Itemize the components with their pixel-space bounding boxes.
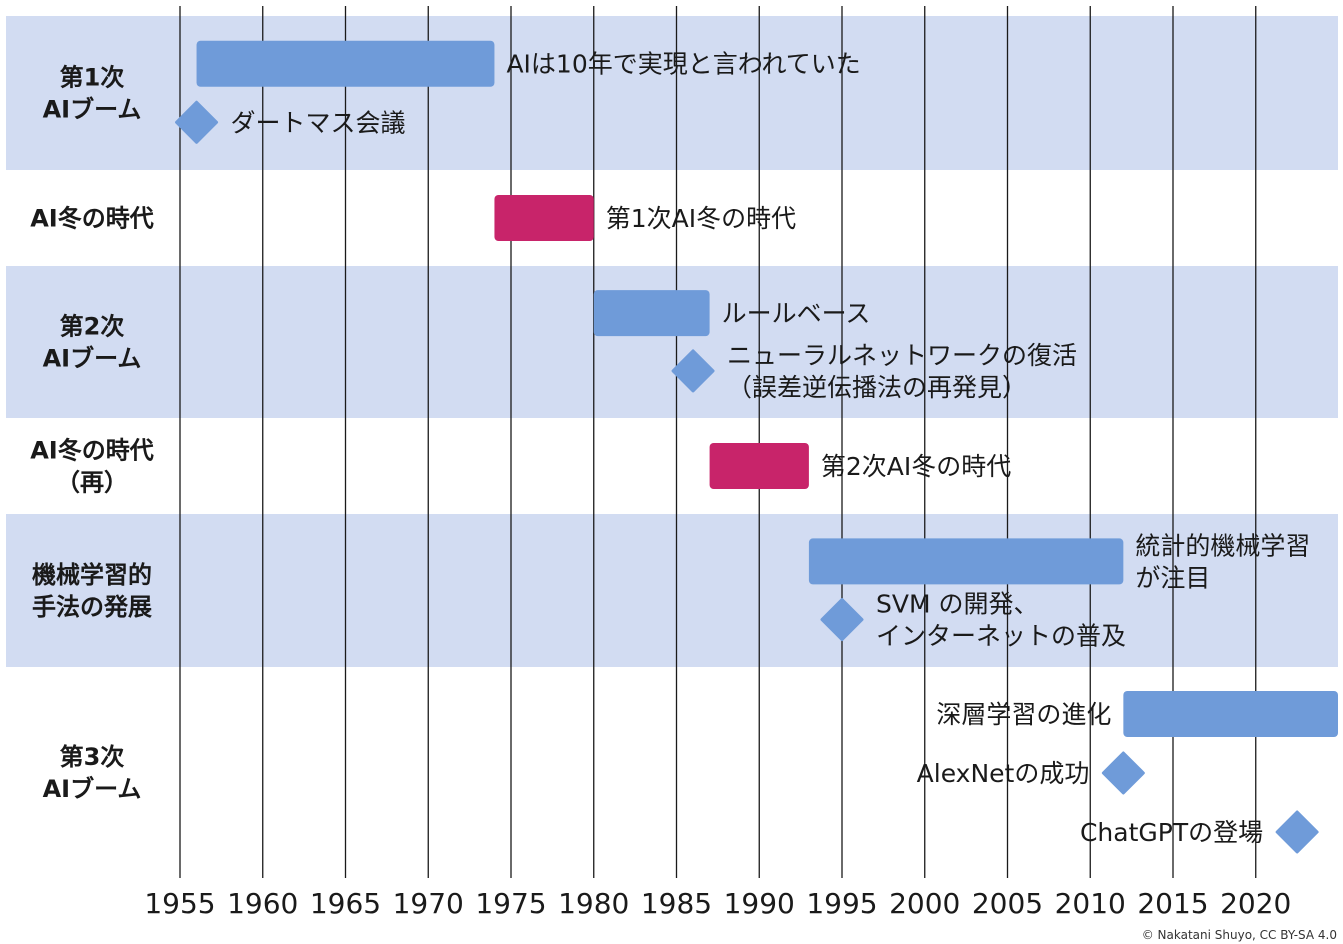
bar-label: 統計的機械学習が注目: [1135, 531, 1310, 592]
milestone-marker: [820, 598, 864, 642]
credit-text: © Nakatani Shuyo, CC BY-SA 4.0: [1141, 928, 1337, 942]
x-tick-label: 1985: [641, 887, 712, 920]
milestone-label: ニューラルネットワークの復活（誤差逆伝播法の再発見）: [727, 341, 1077, 402]
x-tick-label: 2010: [1055, 887, 1126, 920]
bar-label: AIは10年で実現と言われていた: [506, 50, 860, 79]
era-bar: [808, 538, 1124, 585]
x-tick-label: 1960: [227, 887, 298, 920]
x-tick-label: 1980: [558, 887, 629, 920]
bar-label: 第2次AI冬の時代: [821, 452, 1011, 481]
milestone-label: SVM の開発、インターネットの普及: [876, 590, 1126, 651]
x-tick-label: 2005: [972, 887, 1043, 920]
milestone-marker: [175, 100, 219, 144]
x-tick-label: 1965: [310, 887, 381, 920]
row-band: [6, 16, 1338, 170]
milestone-label: ダートマス会議: [231, 108, 406, 137]
x-tick-label: 1975: [475, 887, 546, 920]
era-bar: [196, 40, 495, 87]
era-bar: [1123, 691, 1338, 737]
row-label: AI冬の時代: [30, 205, 154, 233]
x-tick-label: 1955: [144, 887, 215, 920]
x-tick-label: 2000: [889, 887, 960, 920]
x-tick-label: 1970: [393, 887, 464, 920]
milestone-label: AlexNetの成功: [917, 759, 1090, 788]
row-band: [6, 266, 1338, 418]
x-tick-label: 1995: [806, 887, 877, 920]
bar-label: 深層学習の進化: [936, 700, 1111, 729]
x-tick-label: 2020: [1220, 887, 1291, 920]
bar-label: ルールベース: [722, 299, 871, 328]
bar-label: 第1次AI冬の時代: [606, 204, 796, 233]
milestone-marker: [671, 349, 715, 393]
era-bar: [709, 443, 809, 489]
row-label: AI冬の時代（再）: [30, 437, 154, 497]
era-bar: [494, 195, 594, 241]
x-tick-label: 2015: [1137, 887, 1208, 920]
era-bar: [593, 290, 710, 337]
row-label: 第1次 AIブーム: [43, 64, 142, 124]
row-label: 第2次 AIブーム: [43, 313, 142, 373]
row-label: 機械学習的手法の発展: [32, 561, 152, 621]
milestone-marker: [1275, 810, 1319, 854]
milestone-marker: [1101, 751, 1145, 795]
milestone-label: ChatGPTの登場: [1080, 818, 1263, 847]
row-label: 第3次 AIブーム: [43, 743, 142, 803]
x-tick-label: 1990: [724, 887, 795, 920]
